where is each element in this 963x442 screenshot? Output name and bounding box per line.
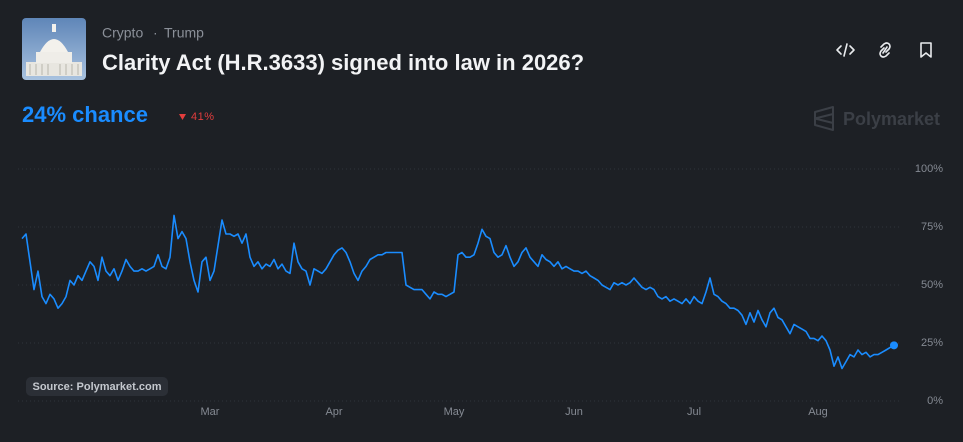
source: Source: Polymarket.com bbox=[33, 381, 162, 393]
current-point bbox=[890, 341, 898, 350]
market-title: Clarity Act (H.R.3633) signed into law i… bbox=[102, 50, 584, 75]
change: 41% bbox=[191, 111, 215, 123]
tag-separator: · bbox=[153, 25, 158, 41]
bookmark-button[interactable] bbox=[920, 42, 932, 58]
source-badge bbox=[26, 377, 168, 396]
x-tick-label: Mar bbox=[201, 406, 220, 418]
x-tick-label: Apr bbox=[325, 406, 342, 418]
x-tick-label: May bbox=[444, 406, 465, 418]
y-tick-label: 50% bbox=[921, 279, 943, 291]
brand-logo bbox=[814, 106, 834, 131]
chance: 24% chance bbox=[22, 102, 148, 127]
embed-button[interactable] bbox=[836, 43, 855, 57]
x-tick-label: Aug bbox=[808, 406, 828, 418]
copy-link-button[interactable] bbox=[879, 42, 891, 58]
tag[interactable]: Crypto bbox=[102, 25, 143, 41]
y-tick-label: 0% bbox=[927, 395, 943, 407]
tag[interactable]: Trump bbox=[164, 25, 204, 41]
x-tick-label: Jun bbox=[565, 406, 583, 418]
chart: 0% 25% 50% 75% 100% Mar Apr May Jun Jul Aug bbox=[18, 163, 943, 418]
y-tick-label: 75% bbox=[921, 221, 943, 233]
y-tick-label: 100% bbox=[915, 163, 943, 175]
price-line bbox=[21, 214, 895, 370]
x-tick-label: Jul bbox=[687, 406, 701, 418]
market-image bbox=[22, 18, 86, 80]
change-down-icon bbox=[179, 114, 186, 120]
y-tick-label: 25% bbox=[921, 337, 943, 349]
brand-name: Polymarket bbox=[843, 109, 940, 129]
